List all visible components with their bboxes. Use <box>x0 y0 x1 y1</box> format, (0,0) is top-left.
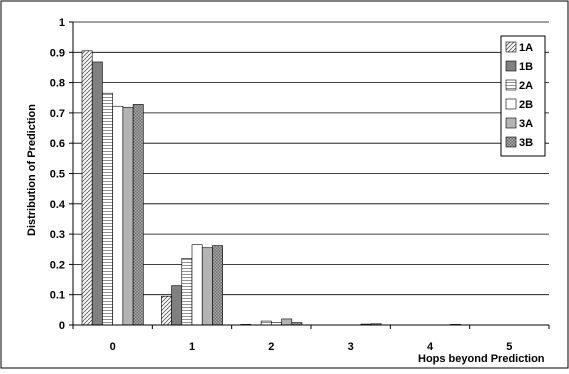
bar-3A <box>122 107 134 326</box>
legend-box <box>500 35 546 157</box>
bar-1A <box>81 50 93 326</box>
legend-label-1B: 1B <box>519 61 533 73</box>
bar-3B <box>212 245 223 326</box>
bar-3B <box>132 104 144 326</box>
x-axis-label: Hops beyond Prediction <box>418 353 545 365</box>
x-tick-label: 1 <box>189 341 195 353</box>
y-tick-label: 0.5 <box>50 169 65 181</box>
legend-swatch-2A <box>505 79 517 91</box>
y-tick-label: 0.9 <box>50 47 65 59</box>
legend-label-3B: 3B <box>519 137 533 149</box>
y-tick-label: 0 <box>59 320 65 332</box>
y-tick-label: 0.3 <box>50 229 65 241</box>
legend: 1A 1B 2A 2B 3A 3B <box>500 35 546 157</box>
bar-3A <box>201 247 213 326</box>
legend-swatch-3B <box>505 136 517 148</box>
legend-label-2A: 2A <box>519 80 533 92</box>
x-tick-label: 4 <box>427 341 434 353</box>
y-tick-label: 0.2 <box>50 259 65 271</box>
y-tick-label: 1 <box>59 17 65 29</box>
bar-2A <box>181 258 193 326</box>
legend-swatch-1A <box>505 41 517 53</box>
bar-2A <box>102 92 113 326</box>
legend-swatch-1B <box>505 60 517 72</box>
y-tick-labels: 0 0.1 0.2 0.3 0.4 0.5 0.6 0.7 0.8 0.9 1 <box>50 17 73 332</box>
legend-label-1A: 1A <box>519 42 533 54</box>
y-tick-label: 0.6 <box>50 138 65 150</box>
y-axis-label: Distribution of Prediction <box>26 104 38 236</box>
y-tick-label: 0.8 <box>50 78 65 90</box>
bar-1B <box>91 61 103 326</box>
legend-label-2B: 2B <box>519 99 533 111</box>
y-tick-label: 0.4 <box>50 199 66 211</box>
bar-3A <box>281 318 293 326</box>
gridlines <box>73 21 549 296</box>
bar-2A <box>260 320 272 326</box>
x-tick-label: 2 <box>268 341 274 353</box>
x-tick-label: 0 <box>110 341 116 353</box>
legend-swatch-3A <box>505 117 517 129</box>
x-tick-label: 5 <box>506 341 512 353</box>
legend-label-3A: 3A <box>519 118 533 130</box>
x-tick-label: 3 <box>348 341 354 353</box>
legend-swatch-2B <box>505 98 517 110</box>
bars <box>81 50 461 326</box>
bar-1A <box>161 295 172 326</box>
y-tick-label: 0.7 <box>50 108 65 120</box>
y-tick-label: 0.1 <box>50 290 65 302</box>
x-tick-labels: 0 1 2 3 4 5 <box>72 325 550 353</box>
bar-2B <box>112 105 124 326</box>
bar-1B <box>171 285 183 326</box>
bar-2B <box>191 244 203 326</box>
